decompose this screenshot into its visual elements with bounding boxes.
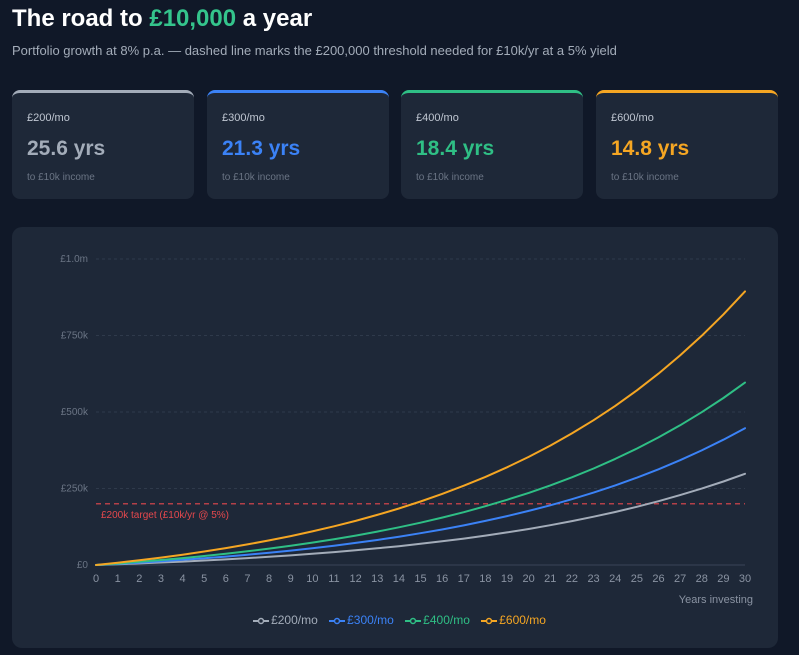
card-400: £400/mo 18.4 yrs to £10k income (401, 90, 583, 199)
card-label: £400/mo (416, 112, 459, 124)
series-line-3 (95, 290, 746, 566)
legend-item-200[interactable]: £200/mo (253, 613, 318, 627)
threshold-label: £200k target (£10k/yr @ 5%) (101, 510, 229, 521)
y-tick-label: £1.0m (60, 254, 88, 265)
x-tick-label: 20 (523, 573, 535, 585)
x-tick-label: 23 (587, 573, 599, 585)
x-tick-label: 26 (652, 573, 664, 585)
legend-label: £200/mo (271, 613, 318, 627)
chart-legend: £200/mo £300/mo £400/mo £600/mo (0, 613, 799, 629)
x-tick-label: 30 (739, 573, 751, 585)
x-tick-label: 13 (371, 573, 383, 585)
x-tick-label: 14 (393, 573, 405, 585)
card-value: 14.8 yrs (611, 137, 690, 160)
legend-label: £600/mo (499, 613, 546, 627)
legend-label: £300/mo (347, 613, 394, 627)
card-label: £200/mo (27, 112, 70, 124)
x-tick-label: 27 (674, 573, 686, 585)
y-tick-label: £500k (61, 407, 89, 418)
card-note: to £10k income (222, 172, 290, 183)
x-tick-label: 6 (223, 573, 229, 585)
x-tick-label: 5 (201, 573, 207, 585)
x-tick-label: 18 (479, 573, 491, 585)
page-subtitle: Portfolio growth at 8% p.a. — dashed lin… (12, 43, 617, 58)
legend-marker-icon (405, 617, 422, 625)
legend-marker-icon (253, 617, 270, 625)
chart-panel (12, 227, 778, 648)
title-suffix: a year (236, 5, 313, 32)
x-tick-label: 1 (115, 573, 121, 585)
x-axis-title: Years investing (679, 594, 753, 606)
x-tick-label: 21 (544, 573, 556, 585)
card-label: £600/mo (611, 112, 654, 124)
title-accent: £10,000 (149, 5, 237, 32)
card-value: 18.4 yrs (416, 137, 495, 160)
y-tick-label: £250k (61, 484, 89, 495)
x-tick-label: 4 (179, 573, 185, 585)
title-prefix: The road to (12, 5, 150, 32)
series-line-1 (95, 427, 746, 566)
x-tick-label: 28 (696, 573, 708, 585)
card-300: £300/mo 21.3 yrs to £10k income (207, 90, 389, 199)
card-value: 25.6 yrs (27, 137, 106, 160)
x-tick-label: 9 (288, 573, 294, 585)
card-note: to £10k income (416, 172, 484, 183)
legend-item-600[interactable]: £600/mo (481, 613, 546, 627)
page-title: The road to £10,000 a year (12, 5, 312, 33)
x-tick-label: 11 (328, 573, 339, 585)
series-line-0 (95, 472, 746, 566)
x-tick-label: 10 (306, 573, 318, 585)
x-tick-label: 15 (414, 573, 426, 585)
x-tick-label: 17 (458, 573, 470, 585)
legend-marker-icon (481, 617, 498, 625)
x-tick-label: 7 (244, 573, 250, 585)
card-label: £300/mo (222, 112, 265, 124)
legend-item-300[interactable]: £300/mo (329, 613, 394, 627)
x-tick-label: 22 (566, 573, 578, 585)
x-tick-label: 19 (501, 573, 513, 585)
x-tick-label: 0 (93, 573, 99, 585)
x-tick-label: 12 (349, 573, 361, 585)
x-tick-label: 24 (609, 573, 621, 585)
card-note: to £10k income (27, 172, 95, 183)
legend-label: £400/mo (423, 613, 470, 627)
x-tick-label: 2 (136, 573, 142, 585)
y-tick-label: £0 (77, 560, 89, 571)
x-tick-label: 16 (436, 573, 448, 585)
card-note: to £10k income (611, 172, 679, 183)
x-tick-label: 3 (158, 573, 164, 585)
card-value: 21.3 yrs (222, 137, 301, 160)
card-200: £200/mo 25.6 yrs to £10k income (12, 90, 194, 199)
x-tick-label: 29 (717, 573, 729, 585)
legend-marker-icon (329, 617, 346, 625)
card-600: £600/mo 14.8 yrs to £10k income (596, 90, 778, 199)
summary-cards: £200/mo 25.6 yrs to £10k income £300/mo … (12, 90, 778, 199)
legend-item-400[interactable]: £400/mo (405, 613, 470, 627)
series-line-2 (95, 381, 746, 566)
x-tick-label: 8 (266, 573, 272, 585)
x-tick-label: 25 (631, 573, 643, 585)
y-tick-label: £750k (61, 331, 89, 342)
